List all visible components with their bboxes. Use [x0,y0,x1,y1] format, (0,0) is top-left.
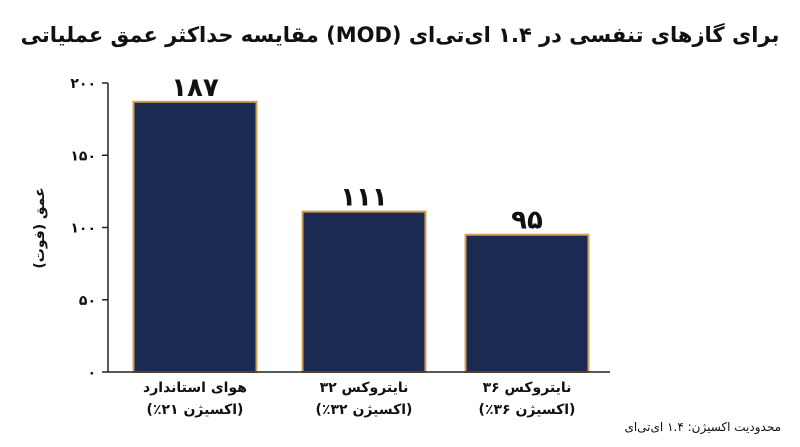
bar [464,233,590,373]
y-tick-label: ۲۰۰ [70,76,96,92]
bar [301,210,427,373]
category-label-line2: (٪۳۲ اکسیژن) [316,402,413,418]
bar-value-label: ۱۱۱ [340,183,388,213]
bars-group [132,100,590,373]
y-tick-label: ۵۰ [79,293,96,309]
y-axis-title: عمق (فوت) [32,187,48,268]
y-axis-ticks: ۰ ۵۰ ۱۰۰ ۱۵۰ ۲۰۰ [70,76,108,381]
category-label-line1: هوای استاندارد [143,380,247,396]
category-label-line2: (٪۳۶ اکسیژن) [479,402,576,418]
footnote: محدودیت اکسیژن: ۱.۴ ای‌تی‌ای [624,420,781,435]
category-label-line1: نایتروکس ۳۲ [320,380,409,396]
value-labels-group: ۱۸۷ ۱۱۱ ۹۵ [171,73,543,236]
chart-title: مقایسه حداکثر عمق عملیاتی (MOD) برای گاز… [21,22,780,47]
category-label-line1: نایتروکس ۳۶ [483,380,572,396]
bar [132,100,258,373]
bar-value-label: ۱۸۷ [171,73,219,103]
category-label-line2: (٪۲۱ اکسیژن) [147,402,244,418]
y-tick-label: ۰ [87,365,96,381]
category-labels-group: هوای استاندارد (٪۲۱ اکسیژن) نایتروکس ۳۲ (٪۳… [143,380,575,418]
y-tick-label: ۱۰۰ [70,221,96,237]
y-tick-label: ۱۵۰ [70,148,96,164]
bar-value-label: ۹۵ [511,206,543,236]
